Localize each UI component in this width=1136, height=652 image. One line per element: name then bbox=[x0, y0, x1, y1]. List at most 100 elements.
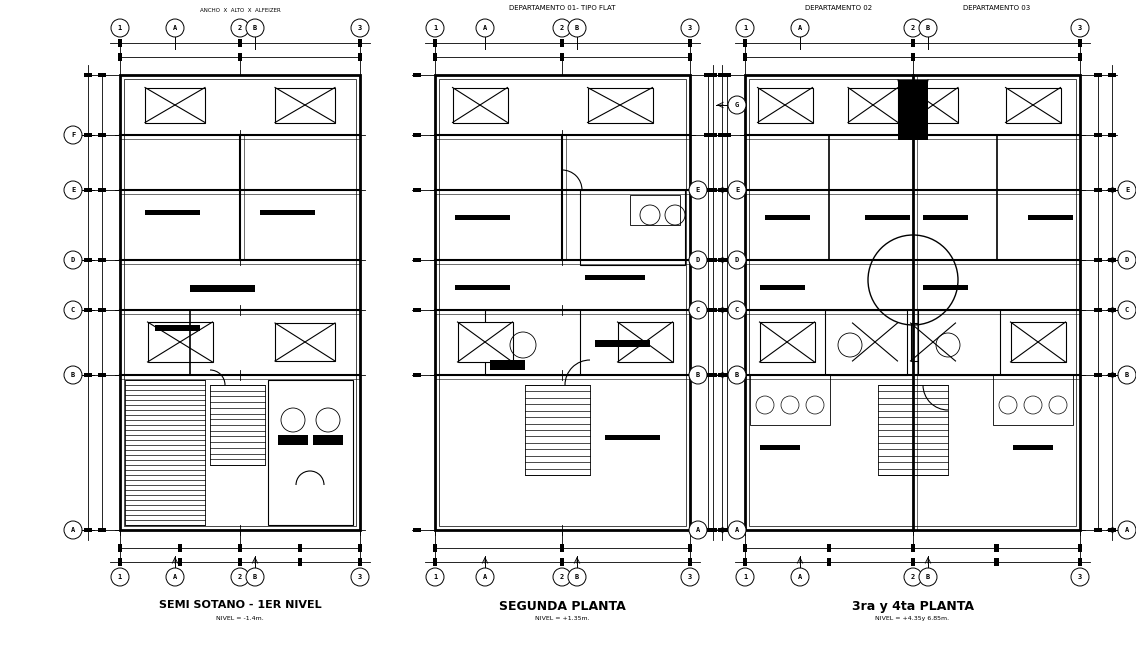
Circle shape bbox=[553, 568, 571, 586]
Bar bbox=[994, 544, 999, 552]
Bar bbox=[704, 188, 712, 192]
Circle shape bbox=[690, 251, 707, 269]
Text: 3: 3 bbox=[688, 25, 692, 31]
Bar bbox=[743, 39, 747, 47]
Bar bbox=[98, 308, 106, 312]
Circle shape bbox=[231, 19, 249, 37]
Bar bbox=[1013, 445, 1053, 450]
Text: C: C bbox=[70, 307, 75, 313]
Bar bbox=[438, 79, 686, 526]
Circle shape bbox=[568, 568, 586, 586]
Bar bbox=[911, 53, 914, 61]
Circle shape bbox=[1118, 251, 1136, 269]
Bar bbox=[1108, 308, 1116, 312]
Bar bbox=[1078, 53, 1081, 61]
Bar bbox=[278, 435, 308, 445]
Circle shape bbox=[728, 366, 746, 384]
Bar bbox=[718, 73, 726, 77]
Bar bbox=[98, 528, 106, 532]
Bar bbox=[580, 190, 685, 265]
Bar bbox=[560, 544, 563, 552]
Bar bbox=[358, 39, 362, 47]
Bar bbox=[268, 380, 353, 525]
Bar bbox=[298, 558, 302, 566]
Text: D: D bbox=[70, 257, 75, 263]
Bar bbox=[433, 544, 437, 552]
Text: 2: 2 bbox=[237, 574, 242, 580]
Bar bbox=[1094, 258, 1102, 262]
Circle shape bbox=[351, 19, 369, 37]
Text: E: E bbox=[735, 187, 740, 193]
Bar bbox=[98, 373, 106, 377]
Bar bbox=[922, 215, 968, 220]
Text: SEMI SOTANO - 1ER NIVEL: SEMI SOTANO - 1ER NIVEL bbox=[159, 600, 321, 610]
Bar bbox=[358, 53, 362, 61]
Text: D: D bbox=[696, 257, 700, 263]
Bar bbox=[458, 322, 512, 362]
Circle shape bbox=[64, 366, 82, 384]
Bar bbox=[908, 87, 958, 123]
Bar bbox=[148, 322, 212, 362]
Bar bbox=[98, 258, 106, 262]
Bar bbox=[1094, 188, 1102, 192]
Circle shape bbox=[791, 19, 809, 37]
Bar bbox=[239, 39, 242, 47]
Bar bbox=[314, 435, 343, 445]
Bar bbox=[688, 53, 692, 61]
Bar bbox=[358, 558, 362, 566]
Bar bbox=[1108, 528, 1116, 532]
Circle shape bbox=[247, 19, 264, 37]
Text: 2: 2 bbox=[911, 574, 916, 580]
Bar bbox=[827, 558, 832, 566]
Bar bbox=[825, 310, 907, 375]
Bar bbox=[718, 308, 726, 312]
Text: 1: 1 bbox=[743, 25, 747, 31]
Text: 3: 3 bbox=[1078, 25, 1083, 31]
Bar bbox=[358, 544, 362, 552]
Text: 3: 3 bbox=[358, 574, 362, 580]
Text: A: A bbox=[483, 574, 487, 580]
Bar bbox=[864, 215, 910, 220]
Bar bbox=[84, 373, 92, 377]
Circle shape bbox=[728, 521, 746, 539]
Bar bbox=[585, 275, 645, 280]
Circle shape bbox=[1071, 19, 1089, 37]
Text: 3ra y 4ta PLANTA: 3ra y 4ta PLANTA bbox=[852, 600, 974, 613]
Text: B: B bbox=[575, 574, 579, 580]
Bar bbox=[605, 435, 660, 440]
Bar bbox=[718, 528, 726, 532]
Bar bbox=[722, 528, 730, 532]
Bar bbox=[414, 73, 421, 77]
Bar bbox=[704, 133, 712, 137]
Bar bbox=[897, 80, 928, 140]
Text: E: E bbox=[70, 187, 75, 193]
Text: DEPARTAMENTO 02: DEPARTAMENTO 02 bbox=[805, 5, 872, 11]
Text: 1: 1 bbox=[118, 574, 123, 580]
Bar bbox=[118, 558, 122, 566]
Circle shape bbox=[351, 568, 369, 586]
Circle shape bbox=[1118, 181, 1136, 199]
Bar bbox=[98, 133, 106, 137]
Bar bbox=[709, 308, 717, 312]
Text: A: A bbox=[797, 25, 802, 31]
Bar bbox=[722, 308, 730, 312]
Text: 1: 1 bbox=[743, 574, 747, 580]
Bar bbox=[84, 258, 92, 262]
Bar bbox=[618, 322, 673, 362]
Circle shape bbox=[111, 19, 130, 37]
Bar bbox=[743, 53, 747, 61]
Circle shape bbox=[64, 126, 82, 144]
Bar bbox=[630, 195, 680, 225]
Bar bbox=[994, 558, 999, 566]
Bar bbox=[595, 340, 650, 347]
Text: B: B bbox=[735, 372, 740, 378]
Text: 1: 1 bbox=[118, 25, 123, 31]
Bar bbox=[456, 215, 510, 220]
Bar bbox=[178, 544, 182, 552]
Circle shape bbox=[231, 568, 249, 586]
Circle shape bbox=[553, 19, 571, 37]
Bar bbox=[750, 375, 830, 425]
Bar bbox=[922, 285, 968, 290]
Bar bbox=[993, 375, 1074, 425]
Circle shape bbox=[680, 19, 699, 37]
